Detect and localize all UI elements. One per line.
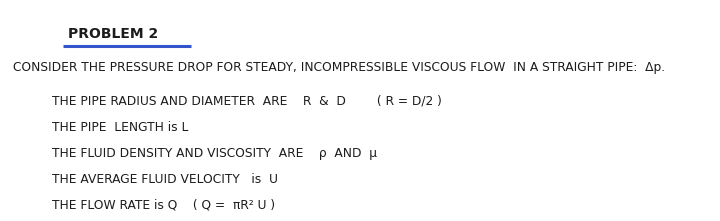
- Text: THE AVERAGE FLUID VELOCITY   is  U: THE AVERAGE FLUID VELOCITY is U: [52, 173, 278, 186]
- Text: THE PIPE RADIUS AND DIAMETER  ARE    R  &  D        ( R = D/2 ): THE PIPE RADIUS AND DIAMETER ARE R & D (…: [52, 94, 441, 107]
- Text: PROBLEM 2: PROBLEM 2: [68, 27, 158, 40]
- Text: THE PIPE  LENGTH is L: THE PIPE LENGTH is L: [52, 121, 188, 134]
- Text: CONSIDER THE PRESSURE DROP FOR STEADY, INCOMPRESSIBLE VISCOUS FLOW  IN A STRAIGH: CONSIDER THE PRESSURE DROP FOR STEADY, I…: [13, 61, 665, 74]
- Text: THE FLUID DENSITY AND VISCOSITY  ARE    ρ  AND  μ: THE FLUID DENSITY AND VISCOSITY ARE ρ AN…: [52, 147, 377, 160]
- Text: THE FLOW RATE is Q    ( Q =  πR² U ): THE FLOW RATE is Q ( Q = πR² U ): [52, 199, 275, 212]
